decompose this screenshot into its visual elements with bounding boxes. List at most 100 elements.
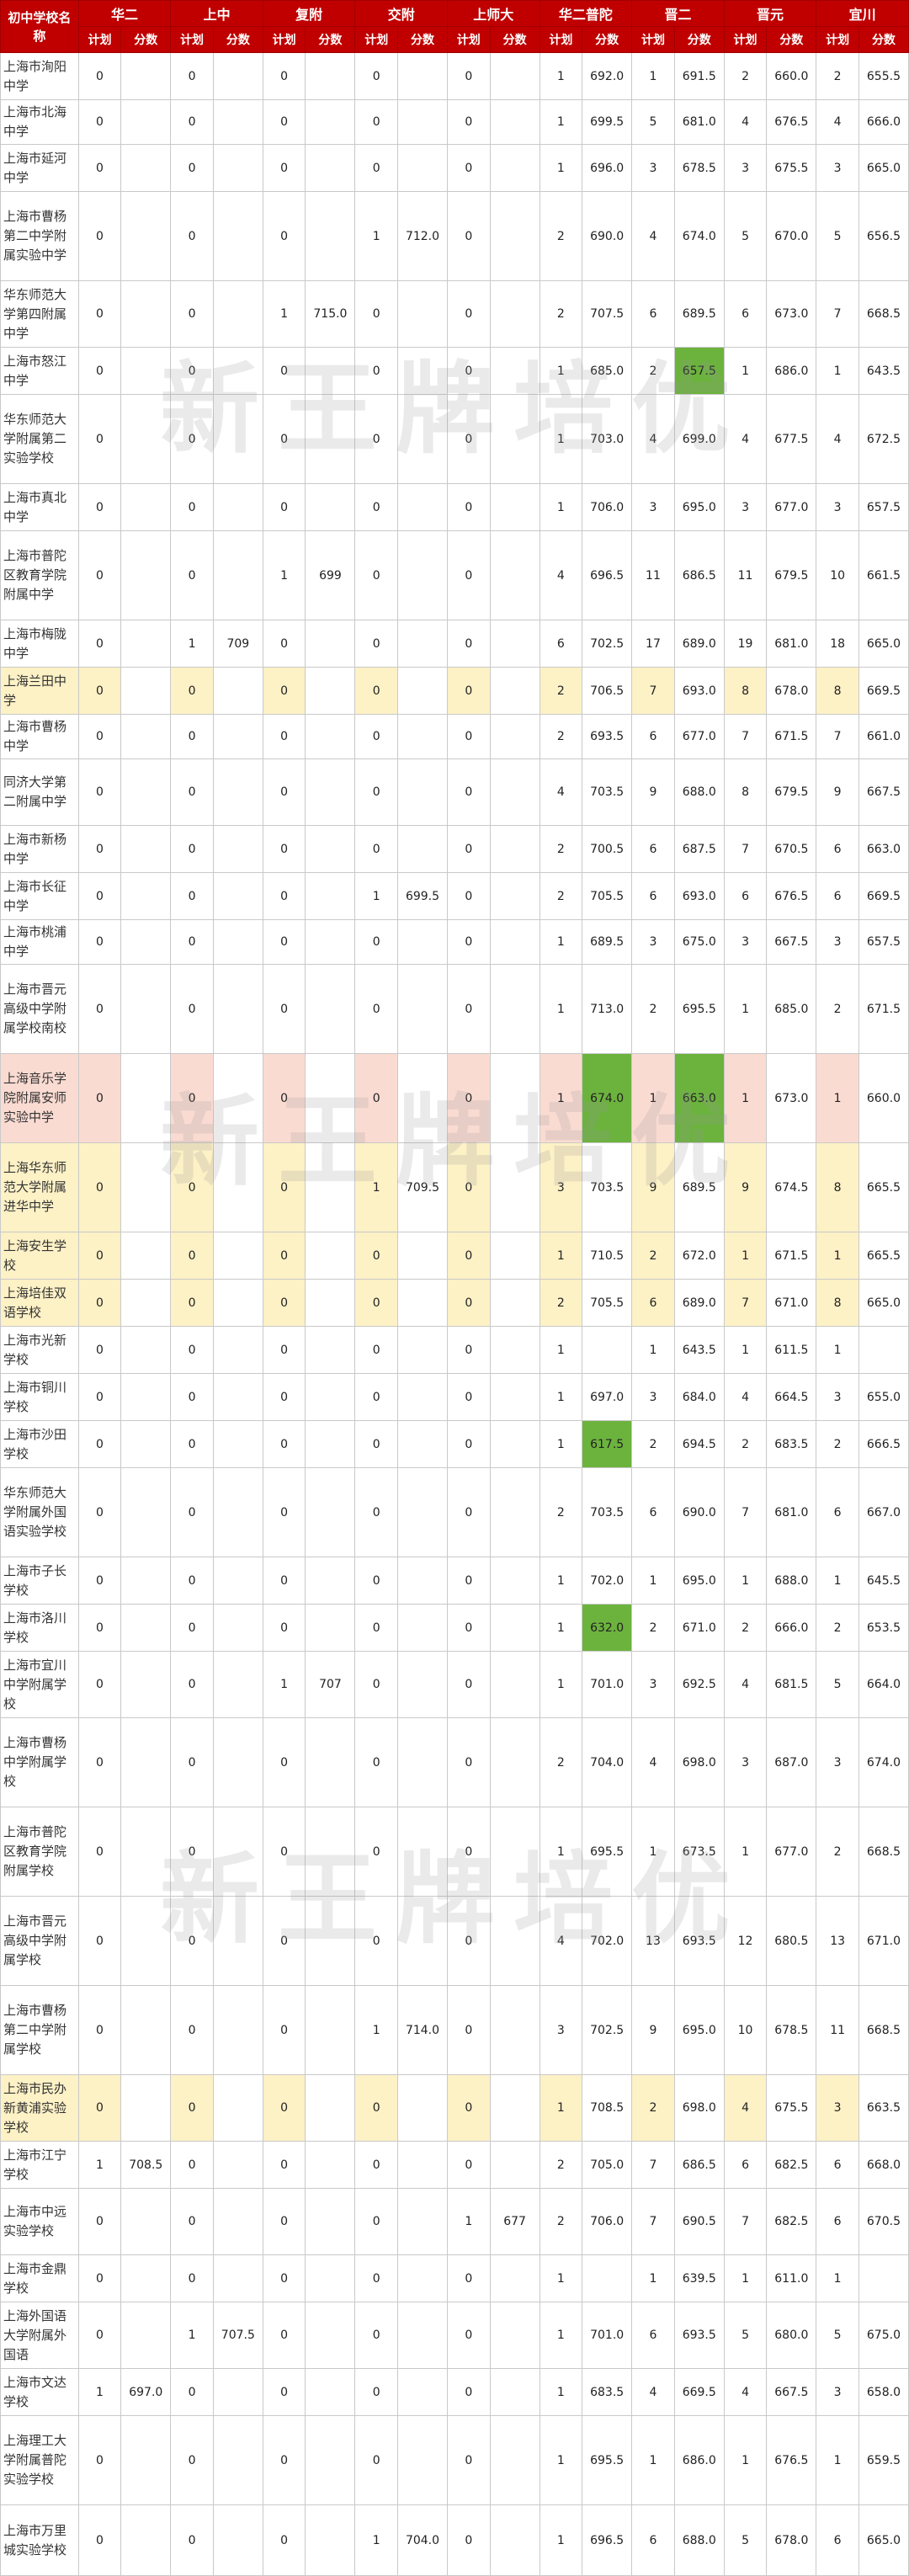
plan-cell: 5	[816, 191, 859, 281]
plan-cell: 0	[262, 714, 306, 759]
plan-cell: 0	[447, 667, 491, 715]
table-row: 上海兰田中学 0 0 0 0 0 2 706.5 7 693.0 8 678.0 8 669.5	[0, 667, 909, 715]
score-cell: 709	[212, 620, 263, 668]
score-cell: 698.0	[673, 2074, 725, 2142]
table-row: 上海市宜川中学附属学校 0 0 1 707 0 0 1 701.0 3 692.5 4 681.5 5 66…	[0, 1651, 909, 1718]
plan-cell: 8	[816, 1279, 859, 1327]
plan-cell: 0	[447, 1651, 491, 1718]
plan-cell: 0	[262, 758, 306, 826]
plan-cell: 0	[262, 52, 306, 100]
plan-cell: 7	[631, 667, 675, 715]
plan-cell: 6	[816, 872, 859, 920]
score-cell: 683.5	[766, 1420, 817, 1468]
score-cell: 665.0	[858, 1279, 909, 1327]
score-cell: 693.5	[673, 1896, 725, 1986]
school-name-cell: 上海市桃浦中学	[0, 919, 79, 965]
plan-cell: 1	[539, 99, 583, 145]
score-cell	[489, 1557, 540, 1605]
score-cell: 689.0	[673, 1279, 725, 1327]
plan-cell: 3	[723, 1717, 768, 1807]
plan-cell: 0	[77, 1373, 122, 1421]
plan-cell: 7	[631, 2141, 675, 2189]
score-cell: 665.0	[858, 2504, 909, 2576]
score-cell: 671.5	[766, 714, 817, 759]
score-cell: 653.5	[858, 1604, 909, 1652]
score-cell: 678.5	[766, 1985, 817, 2075]
score-cell: 664.0	[858, 1651, 909, 1718]
plan-cell: 1	[631, 52, 675, 100]
plan-cell: 0	[262, 667, 306, 715]
plan-cell: 0	[262, 1604, 306, 1652]
group-header: 上师大	[447, 0, 540, 27]
plan-cell: 0	[354, 714, 398, 759]
plan-cell: 0	[447, 99, 491, 145]
plan-cell: 0	[77, 280, 122, 348]
plan-cell: 3	[816, 144, 859, 192]
plan-cell: 0	[262, 1232, 306, 1280]
score-cell	[396, 1326, 449, 1374]
score-cell: 673.0	[766, 1053, 817, 1143]
plan-cell: 4	[631, 2368, 675, 2416]
score-cell	[489, 394, 540, 484]
score-cell: 697.0	[120, 2368, 172, 2416]
score-cell	[489, 52, 540, 100]
score-cell: 695.5	[673, 964, 725, 1054]
score-cell	[120, 347, 172, 395]
plan-cell: 0	[170, 1807, 214, 1897]
score-cell: 670.5	[766, 825, 817, 873]
score-cell	[120, 1279, 172, 1327]
score-cell: 702.0	[582, 1557, 633, 1605]
plan-cell: 0	[77, 1896, 122, 1986]
table-row: 上海华东师范大学附属进华中学 0 0 0 1 709.5 0 3 703.5 9 689.5 9 674…	[0, 1142, 909, 1232]
plan-cell: 1	[539, 2504, 583, 2576]
school-name-cell: 上海市文达学校	[0, 2368, 79, 2416]
plan-cell: 6	[631, 872, 675, 920]
score-cell: 668.5	[858, 1985, 909, 2075]
plan-cell: 4	[539, 758, 583, 826]
table-row: 上海市真北中学 0 0 0 0 0 1 706.0 3 695.0 3 677.0 3 657.5	[0, 483, 909, 531]
group-header-row: 初中学校名称 华二 上中 复附 交附 上师大 华二普陀 晋二 晋元 宜川	[0, 0, 909, 53]
plan-cell: 2	[539, 1467, 583, 1557]
table-row: 上海市延河中学 0 0 0 0 0 1 696.0 3 678.5 3 675.5 3 665.0	[0, 144, 909, 192]
score-cell: 663.0	[673, 1053, 725, 1143]
plan-cell: 1	[539, 144, 583, 192]
school-name-cell: 同济大学第二附属中学	[0, 758, 79, 826]
plan-cell: 0	[77, 825, 122, 873]
school-name-cell: 上海市光新学校	[0, 1326, 79, 1374]
plan-cell: 0	[262, 1717, 306, 1807]
score-cell: 697.0	[582, 1373, 633, 1421]
plan-cell: 3	[631, 919, 675, 965]
score-cell	[212, 483, 263, 531]
score-cell	[120, 530, 172, 620]
plan-cell: 0	[77, 1279, 122, 1327]
score-cell: 706.0	[582, 483, 633, 531]
plan-cell: 0	[77, 191, 122, 281]
score-cell	[489, 758, 540, 826]
plan-cell: 1	[539, 347, 583, 395]
score-cell	[120, 2074, 172, 2142]
score-cell	[120, 1985, 172, 2075]
score-cell	[212, 872, 263, 920]
plan-cell: 0	[447, 1807, 491, 1897]
plan-cell: 3	[816, 919, 859, 965]
plan-cell: 0	[77, 872, 122, 920]
score-cell	[120, 394, 172, 484]
group-header: 复附	[262, 0, 356, 27]
plan-cell: 1	[539, 2302, 583, 2369]
table-row: 上海市曹杨第二中学附属实验中学 0 0 0 1 712.0 0 2 690.0 4 674.0 5 67…	[0, 191, 909, 281]
score-cell: 676.5	[766, 872, 817, 920]
plan-cell: 0	[262, 1326, 306, 1374]
plan-cell: 0	[77, 714, 122, 759]
plan-cell: 0	[262, 872, 306, 920]
score-cell: 680.5	[766, 1896, 817, 1986]
score-cell	[396, 1651, 449, 1718]
table-row: 上海市梅陇中学 0 1 709 0 0 0 6 702.5 17 689.0 19 681.0 18 665…	[0, 620, 909, 668]
table-row: 华东师范大学第四附属中学 0 0 1 715.0 0 0 2 707.5 6 689.5 6 673.0…	[0, 280, 909, 348]
plan-cell: 1	[723, 1326, 768, 1374]
school-name-cell: 上海市北海中学	[0, 99, 79, 145]
plan-cell: 0	[262, 2504, 306, 2576]
score-cell: 694.5	[673, 1420, 725, 1468]
plan-cell: 0	[354, 2254, 398, 2302]
plan-cell: 3	[631, 1651, 675, 1718]
score-cell	[305, 919, 356, 965]
